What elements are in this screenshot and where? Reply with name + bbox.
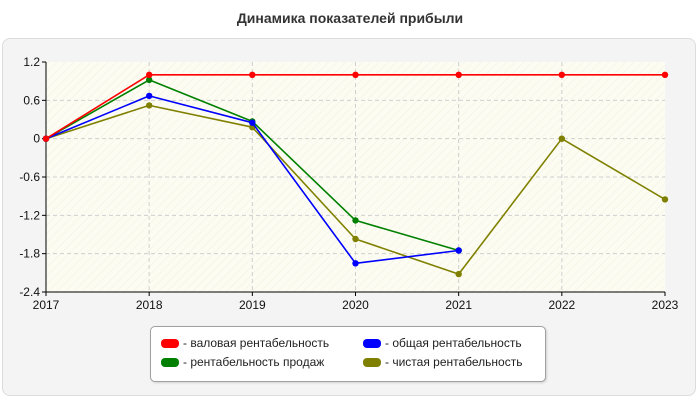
- legend-label-sales: - рентабельность продаж: [183, 355, 325, 369]
- legend: - валовая рентабельность - общая рентабе…: [150, 326, 546, 382]
- x-tick-label: 2021: [445, 298, 472, 312]
- series-0: [42, 71, 669, 142]
- data-point[interactable]: [146, 76, 153, 84]
- x-tick-label: 2020: [342, 298, 369, 312]
- x-tick-label: 2019: [239, 298, 266, 312]
- legend-item-net[interactable]: - чистая рентабельность: [363, 354, 522, 370]
- y-tick-label: 0: [33, 132, 40, 146]
- data-point[interactable]: [558, 71, 565, 79]
- data-point[interactable]: [42, 135, 50, 142]
- data-point[interactable]: [661, 71, 669, 79]
- data-point[interactable]: [455, 270, 462, 278]
- data-point[interactable]: [146, 71, 153, 79]
- data-point[interactable]: [249, 71, 256, 79]
- legend-swatch-sales: [161, 357, 179, 367]
- legend-swatch-net: [363, 357, 381, 367]
- legend-item-sales[interactable]: - рентабельность продаж: [161, 354, 324, 370]
- axes: [45, 62, 665, 293]
- y-tick-labels: 1.2 0.6 0 -0.6 -1.2 -1.8 -2.4: [19, 55, 40, 299]
- y-tick-label: 1.2: [23, 55, 40, 69]
- legend-label-net: - чистая рентабельность: [385, 355, 523, 369]
- legend-item-total[interactable]: - общая рентабельность: [363, 335, 522, 351]
- legend-label-gross: - валовая рентабельность: [183, 336, 330, 350]
- data-point[interactable]: [249, 119, 256, 126]
- data-point[interactable]: [352, 260, 359, 267]
- y-tick-label: -1.2: [19, 208, 40, 222]
- y-tick-label: -2.4: [19, 285, 40, 299]
- data-point[interactable]: [146, 92, 153, 100]
- y-tick-label: -0.6: [19, 170, 40, 184]
- x-tick-label: 2018: [136, 298, 163, 312]
- x-tick-label: 2022: [548, 298, 575, 312]
- data-point[interactable]: [455, 247, 462, 254]
- legend-label-total: - общая рентабельность: [385, 336, 522, 350]
- data-point[interactable]: [352, 217, 359, 224]
- y-tick-label: 0.6: [23, 93, 40, 107]
- legend-swatch-total: [363, 338, 381, 348]
- legend-swatch-gross: [161, 338, 179, 348]
- x-tick-label: 2017: [33, 298, 60, 312]
- x-tick-label: 2023: [652, 298, 679, 312]
- data-point[interactable]: [558, 135, 565, 142]
- data-point[interactable]: [661, 196, 669, 203]
- y-tick-label: -1.8: [19, 247, 40, 261]
- series-layer: [42, 71, 669, 278]
- chart-title: Динамика показателей прибыли: [236, 10, 464, 26]
- data-point[interactable]: [455, 71, 462, 79]
- data-point[interactable]: [352, 71, 359, 79]
- data-point[interactable]: [146, 102, 153, 109]
- legend-item-gross[interactable]: - валовая рентабельность: [161, 335, 329, 351]
- x-tick-labels: 2017 2018 2019 2020 2021 2022 2023: [33, 298, 679, 312]
- data-point[interactable]: [352, 235, 359, 243]
